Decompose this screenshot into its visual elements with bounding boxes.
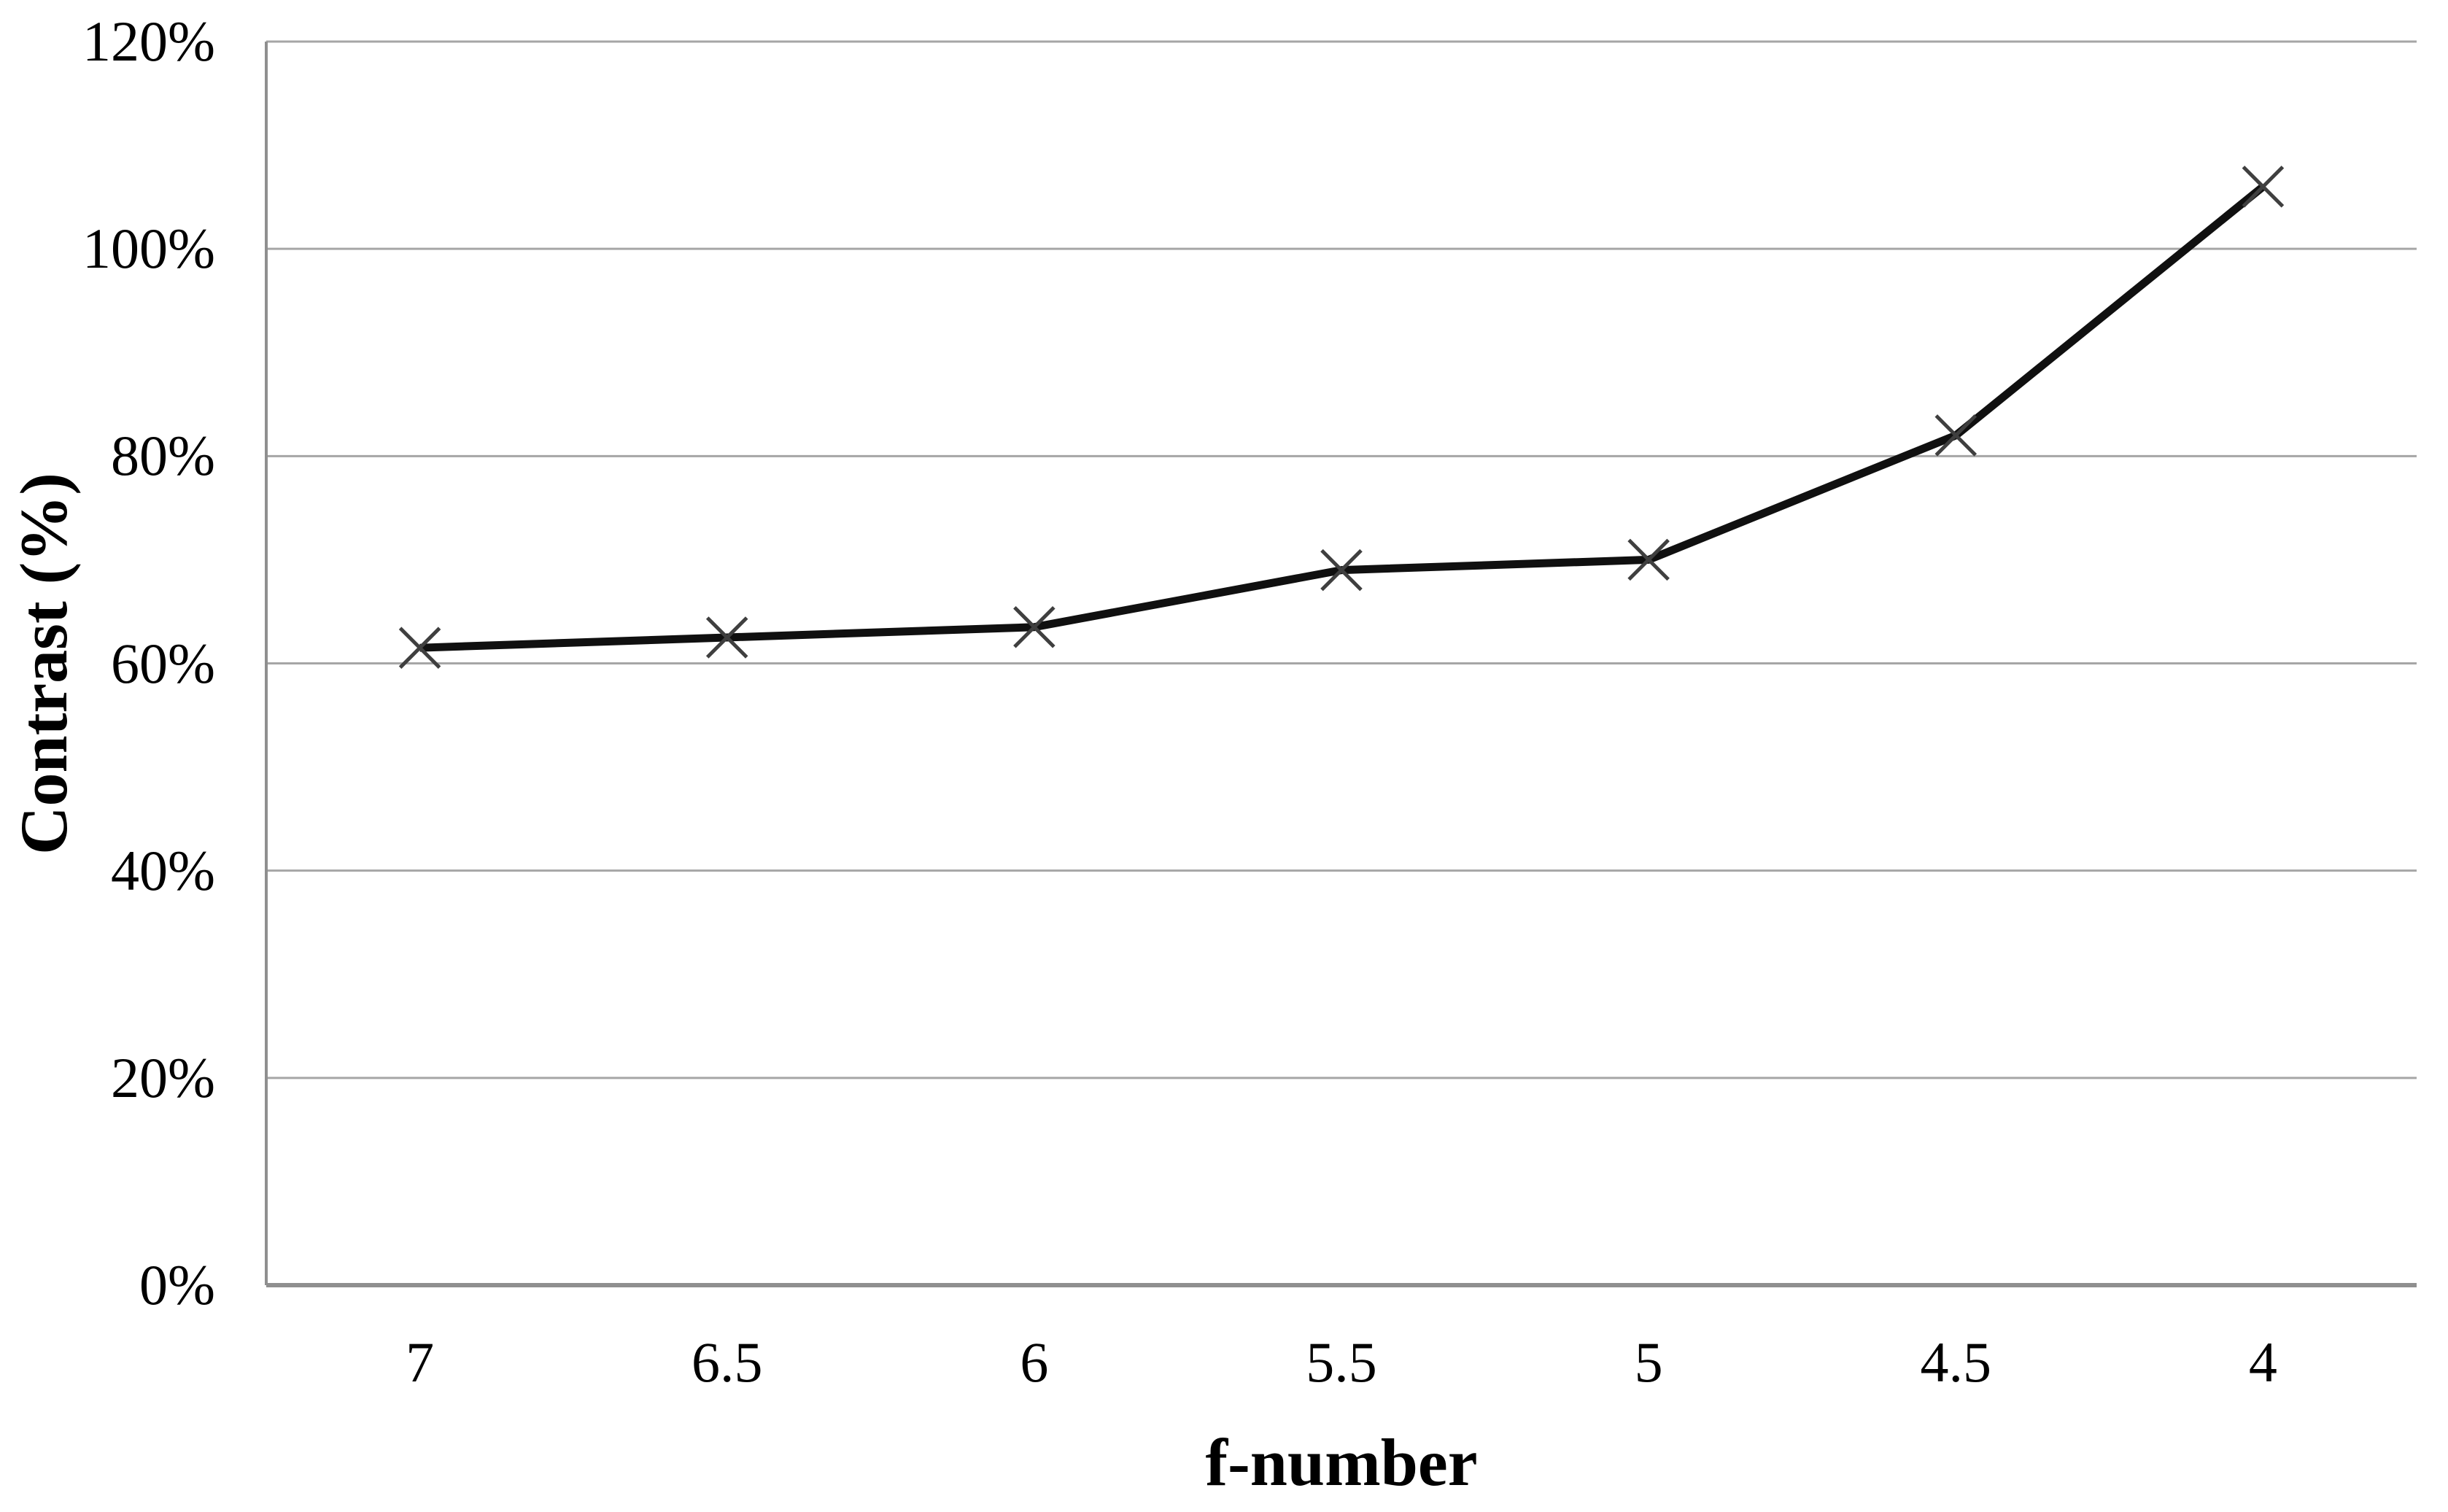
x-tick-label: 6 — [1020, 1330, 1049, 1394]
y-tick-label: 40% — [111, 838, 215, 902]
x-tick-label: 7 — [406, 1330, 435, 1394]
data-point-x-marker — [1627, 538, 1670, 581]
data-point-x-marker — [398, 627, 441, 669]
data-point-x-marker — [2242, 166, 2285, 208]
x-tick-label: 4 — [2248, 1330, 2277, 1394]
y-axis-title: Contrast (%) — [7, 472, 81, 855]
data-point-x-marker — [1013, 606, 1055, 648]
y-tick-label: 20% — [111, 1045, 215, 1109]
y-tick-label: 80% — [111, 424, 215, 488]
data-point-x-marker — [705, 616, 748, 659]
y-tick-label: 120% — [82, 9, 215, 73]
series-line-contrast — [419, 183, 2266, 652]
y-tick-label: 100% — [82, 217, 215, 281]
data-point-x-marker — [1320, 548, 1363, 592]
x-axis-title: f-number — [1205, 1425, 1478, 1500]
y-tick-label: 0% — [139, 1253, 215, 1317]
x-tick-label: 6.5 — [691, 1330, 763, 1394]
x-tick-label: 4.5 — [1920, 1330, 1992, 1394]
data-point-x-marker — [1934, 414, 1978, 457]
x-tick-label: 5.5 — [1306, 1330, 1377, 1394]
y-tick-label: 60% — [111, 631, 215, 695]
x-tick-label: 5 — [1634, 1330, 1663, 1394]
